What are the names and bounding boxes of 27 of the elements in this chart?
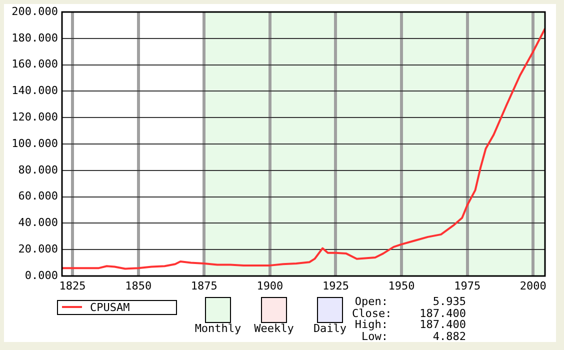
y-tick-label: 20.000 [18,242,58,256]
x-tick-label: 1850 [125,279,152,292]
y-tick-label: 160.000 [12,58,58,71]
y-tick-label: 120.000 [12,110,58,124]
x-tick-label: 1925 [322,279,349,292]
y-tick-label: 80.000 [18,163,58,176]
x-tick-label: 1900 [256,279,284,292]
x-tick-label: 2000 [520,279,546,292]
text: Daily [313,322,347,335]
y-tick-label: 180.000 [12,31,58,44]
x-tick-label: 1825 [59,279,86,292]
y-tick-label: 140.000 [12,84,58,98]
x-tick-label: 1950 [388,279,415,292]
text: High: 187.400 [354,318,466,331]
text: Weekly [253,322,295,335]
y-tick-label: 0.000 [24,268,58,282]
y-tick-label: 60.000 [18,190,58,203]
y-tick-label: 200.000 [12,4,58,18]
y-tick-label: 40.000 [18,216,58,230]
legend-label: CPUSAM [90,301,130,314]
text: Open: 5.935 [354,295,466,308]
x-tick-label: 1875 [190,279,218,292]
x-tick-label: 1975 [454,279,481,292]
text: Monthly [194,322,242,335]
y-tick-label: 100.000 [12,136,58,150]
text: Close: 187.400 [352,306,466,320]
text: Low: 4.882 [362,330,466,342]
